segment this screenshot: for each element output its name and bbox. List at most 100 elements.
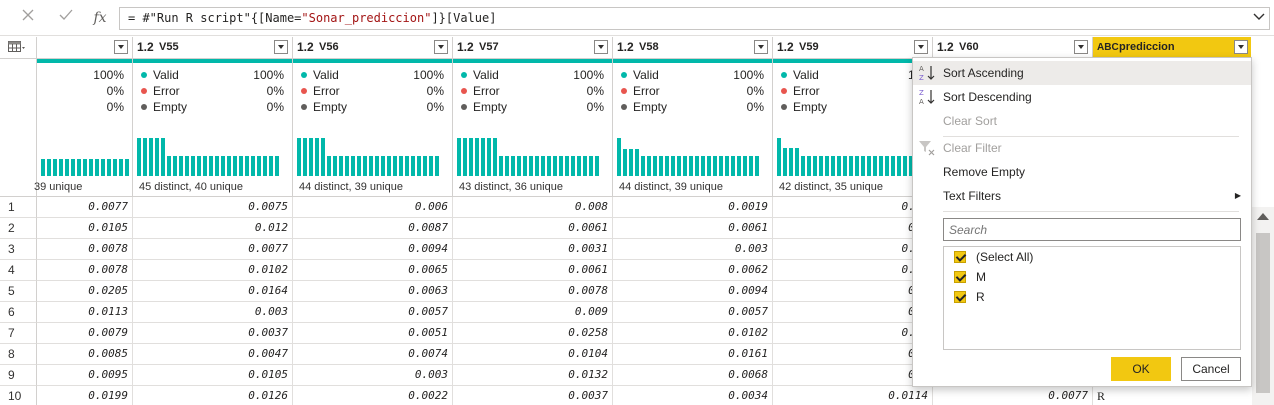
column-header-v59[interactable]: 1.2 V59 (773, 37, 933, 59)
table-cell[interactable]: 0.008 (453, 197, 613, 218)
clear-sort-item[interactable]: Clear Sort (913, 109, 1251, 133)
text-type-icon[interactable]: ABC (1097, 42, 1119, 53)
table-cell[interactable]: 0.0 (773, 365, 933, 386)
table-cell[interactable]: 0.0019 (613, 197, 773, 218)
table-cell[interactable]: 0.0161 (613, 344, 773, 365)
row-number[interactable]: 7 (0, 323, 37, 344)
row-number[interactable]: 5 (0, 281, 37, 302)
column-filter-dropdown[interactable] (754, 40, 768, 54)
vertical-scrollbar[interactable] (1252, 207, 1274, 405)
table-cell[interactable]: 0.0 (773, 218, 933, 239)
table-cell[interactable]: 0.0022 (293, 386, 453, 405)
decimal-type-icon[interactable]: 1.2 (937, 40, 954, 54)
clear-filter-item[interactable]: Clear Filter (913, 136, 1251, 160)
expand-formula-chevron-down-icon[interactable] (1252, 10, 1266, 24)
column-filter-dropdown[interactable] (434, 40, 448, 54)
table-cell[interactable]: 0.0077 (933, 386, 1093, 405)
table-cell[interactable]: 0.0057 (293, 302, 453, 323)
table-cell[interactable]: 0.0074 (293, 344, 453, 365)
column-filter-dropdown[interactable] (1074, 40, 1088, 54)
table-cell[interactable]: 0.0075 (133, 197, 293, 218)
table-cell[interactable]: 0.0105 (133, 365, 293, 386)
column-filter-dropdown[interactable] (594, 40, 608, 54)
cancel-button[interactable]: Cancel (1181, 357, 1241, 381)
table-cell[interactable]: 0.0105 (37, 218, 133, 239)
column-header-partial[interactable] (37, 37, 133, 59)
row-number[interactable]: 1 (0, 197, 37, 218)
column-filter-dropdown[interactable] (1234, 40, 1248, 54)
table-cell[interactable]: 0.0068 (613, 365, 773, 386)
table-cell[interactable]: 0.0078 (453, 281, 613, 302)
column-header-prediccion[interactable]: ABC prediccion (1093, 37, 1251, 59)
search-input[interactable] (943, 218, 1241, 241)
table-cell[interactable]: 0.00 (773, 197, 933, 218)
row-number[interactable]: 10 (0, 386, 37, 405)
decimal-type-icon[interactable]: 1.2 (777, 40, 794, 54)
column-filter-dropdown[interactable] (274, 40, 288, 54)
decimal-type-icon[interactable]: 1.2 (457, 40, 474, 54)
table-cell[interactable]: 0.003 (293, 365, 453, 386)
table-cell[interactable]: 0.0 (773, 302, 933, 323)
table-menu-button[interactable] (0, 37, 37, 59)
table-cell[interactable]: 0.0132 (453, 365, 613, 386)
option-r-checkbox[interactable]: R (954, 287, 985, 307)
table-cell[interactable]: 0.0057 (613, 302, 773, 323)
table-cell[interactable]: 0.0126 (133, 386, 293, 405)
table-cell[interactable]: 0.0104 (453, 344, 613, 365)
option-m-checkbox[interactable]: M (954, 267, 986, 287)
decimal-type-icon[interactable]: 1.2 (617, 40, 634, 54)
scrollbar-thumb[interactable] (1256, 233, 1270, 393)
table-cell[interactable]: 0.0077 (37, 197, 133, 218)
table-cell[interactable]: 0.0095 (37, 365, 133, 386)
table-cell[interactable]: 0.0102 (613, 323, 773, 344)
table-cell[interactable]: R (1093, 386, 1251, 405)
table-cell[interactable]: 0.0061 (453, 260, 613, 281)
table-cell[interactable]: 0.012 (133, 218, 293, 239)
table-cell[interactable]: 0.0205 (37, 281, 133, 302)
table-cell[interactable]: 0.006 (293, 197, 453, 218)
text-filters-item[interactable]: Text Filters ▶ (913, 184, 1251, 208)
table-cell[interactable]: 0.0031 (453, 239, 613, 260)
column-filter-dropdown[interactable] (914, 40, 928, 54)
table-cell[interactable]: 0.003 (133, 302, 293, 323)
column-header-v56[interactable]: 1.2 V56 (293, 37, 453, 59)
table-cell[interactable]: 0.0065 (293, 260, 453, 281)
table-cell[interactable]: 0.0113 (37, 302, 133, 323)
fx-icon[interactable]: fx (93, 10, 107, 26)
column-header-v55[interactable]: 1.2 V55 (133, 37, 293, 59)
table-cell[interactable]: 0.0078 (37, 260, 133, 281)
table-cell[interactable]: 0.00 (773, 260, 933, 281)
table-cell[interactable]: 0.0094 (293, 239, 453, 260)
table-cell[interactable]: 0.0034 (613, 386, 773, 405)
row-number[interactable]: 8 (0, 344, 37, 365)
table-cell[interactable]: 0.0047 (133, 344, 293, 365)
table-cell[interactable]: 0.0258 (453, 323, 613, 344)
table-cell[interactable]: 0.00 (773, 323, 933, 344)
table-cell[interactable]: 0.0199 (37, 386, 133, 405)
table-cell[interactable]: 0.0114 (773, 386, 933, 405)
table-cell[interactable]: 0.0079 (37, 323, 133, 344)
cancel-formula-x-icon[interactable] (16, 6, 40, 30)
decimal-type-icon[interactable]: 1.2 (137, 40, 154, 54)
table-cell[interactable]: 0.0063 (293, 281, 453, 302)
row-number[interactable]: 3 (0, 239, 37, 260)
table-cell[interactable]: 0.0094 (613, 281, 773, 302)
table-cell[interactable]: 0.0077 (133, 239, 293, 260)
table-cell[interactable]: 0.0164 (133, 281, 293, 302)
table-cell[interactable]: 0.003 (613, 239, 773, 260)
table-cell[interactable]: 0.0062 (613, 260, 773, 281)
formula-input[interactable]: = #"Run R script"{[Name="Sonar_prediccio… (119, 7, 1270, 30)
remove-empty-item[interactable]: Remove Empty (913, 160, 1251, 184)
table-cell[interactable]: 0.0061 (453, 218, 613, 239)
table-cell[interactable]: 0.0078 (37, 239, 133, 260)
table-cell[interactable]: 0.0037 (133, 323, 293, 344)
table-cell[interactable]: 0.009 (453, 302, 613, 323)
row-number[interactable]: 9 (0, 365, 37, 386)
table-cell[interactable]: 0.0061 (613, 218, 773, 239)
table-cell[interactable]: 0.00 (773, 239, 933, 260)
table-cell[interactable]: 0.0037 (453, 386, 613, 405)
ok-button[interactable]: OK (1111, 357, 1171, 381)
table-cell[interactable]: 0.0085 (37, 344, 133, 365)
